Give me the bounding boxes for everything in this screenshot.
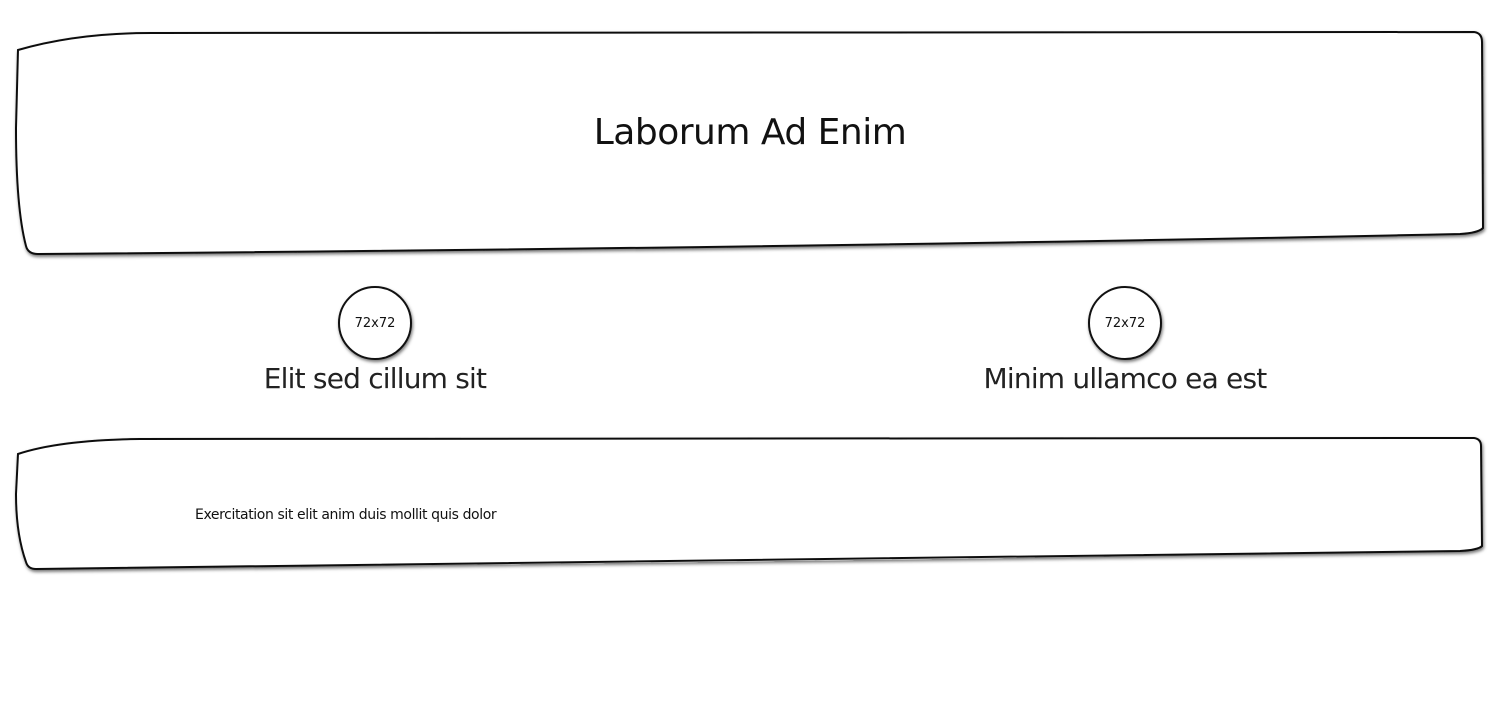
feature-title: Minim ullamco ea est (983, 362, 1268, 395)
page-title: Laborum Ad Enim (593, 112, 907, 153)
avatar-placeholder: 72x72 (338, 286, 412, 360)
footer-text: Exercitation sit elit anim duis mollit q… (195, 507, 497, 523)
avatar-placeholder: 72x72 (1088, 286, 1162, 360)
feature-title: Elit sed cillum sit (263, 362, 487, 395)
footer-panel (0, 434, 1500, 574)
feature-card: 72x72 Minim ullamco ea est (925, 286, 1325, 395)
footer-panel-border (14, 436, 1484, 571)
header-panel-border (14, 30, 1485, 256)
feature-card: 72x72 Elit sed cillum sit (175, 286, 575, 395)
header-panel (0, 28, 1500, 260)
